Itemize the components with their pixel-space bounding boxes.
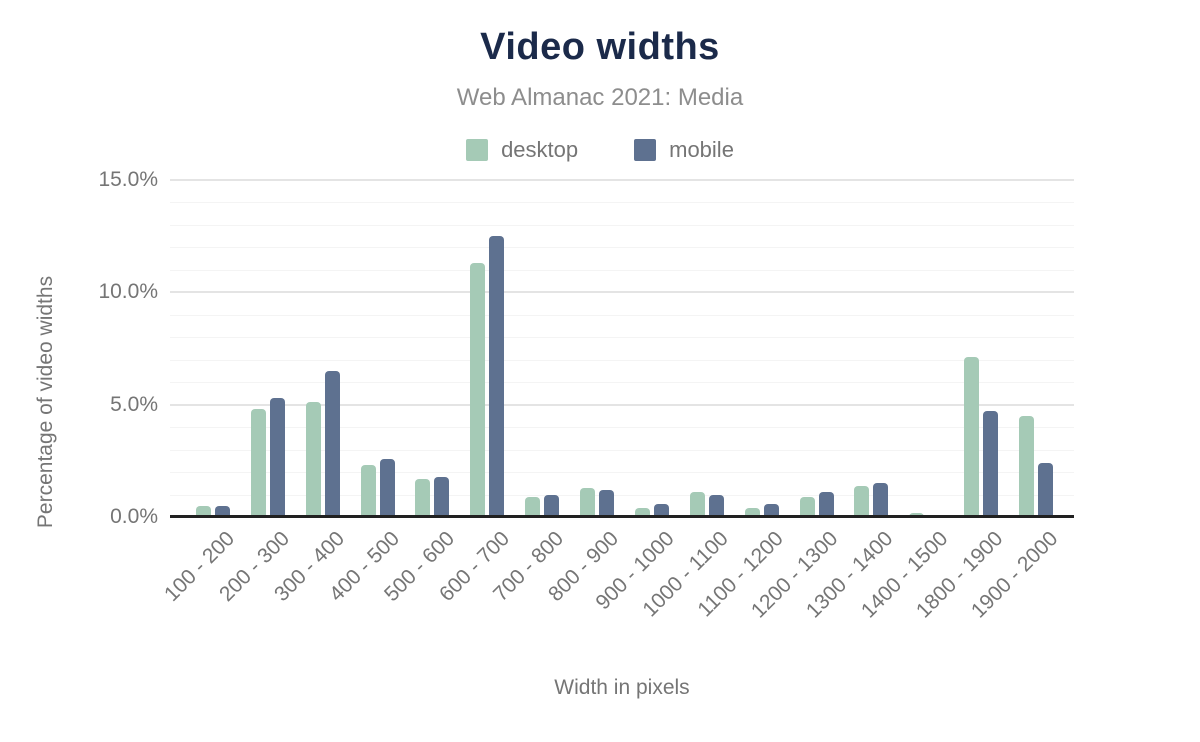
mobile-swatch-icon [634, 139, 657, 161]
minor-gridline [170, 359, 1074, 361]
bar-mobile [599, 490, 615, 517]
minor-gridline [170, 269, 1074, 271]
minor-gridline [170, 314, 1074, 316]
bar-mobile [434, 476, 450, 517]
bar-desktop [744, 508, 760, 517]
minor-gridline [170, 337, 1074, 339]
minor-gridline [170, 427, 1074, 429]
bar-desktop [634, 508, 650, 517]
y-axis-title: Percentage of video widths [34, 275, 57, 529]
minor-gridline [170, 247, 1074, 249]
minor-gridline [170, 202, 1074, 204]
y-tick-label: 0.0% [110, 505, 158, 528]
x-axis-title: Width in pixels [554, 676, 690, 699]
bar-mobile [763, 503, 779, 517]
bar-mobile [818, 492, 834, 517]
bar-mobile [708, 494, 724, 517]
minor-gridline [170, 382, 1074, 384]
legend: desktop mobile [0, 137, 1200, 163]
legend-label-desktop: desktop [501, 137, 579, 162]
bar-desktop [580, 487, 596, 517]
minor-gridline [170, 449, 1074, 451]
bar-desktop [964, 357, 980, 517]
major-gridline [170, 403, 1074, 406]
legend-item-desktop: desktop [466, 137, 578, 163]
x-axis-line [170, 515, 1074, 518]
bar-desktop [799, 496, 815, 517]
minor-gridline [170, 224, 1074, 226]
major-gridline [170, 179, 1074, 181]
plot-area [170, 179, 1074, 517]
bar-mobile [489, 236, 505, 517]
bar-desktop [305, 402, 321, 517]
bar-desktop [250, 409, 266, 517]
bar-mobile [215, 505, 230, 517]
bar-mobile [269, 397, 285, 517]
bar-desktop [1019, 415, 1035, 517]
bar-desktop [525, 496, 541, 517]
major-gridline [170, 291, 1074, 294]
y-tick-label: 5.0% [110, 392, 158, 416]
legend-item-mobile: mobile [634, 137, 734, 163]
y-tick-label: 10.0% [98, 280, 158, 304]
y-tick-label: 15.0% [98, 168, 158, 191]
bar-mobile [653, 503, 669, 517]
bar-mobile [1038, 463, 1054, 517]
desktop-swatch-icon [466, 139, 489, 161]
bar-mobile [983, 411, 999, 517]
bar-mobile [324, 370, 340, 517]
bar-mobile [873, 483, 889, 517]
bar-desktop [196, 505, 211, 517]
bar-desktop [909, 512, 925, 517]
chart-subtitle: Web Almanac 2021: Media [456, 84, 744, 111]
bar-desktop [689, 492, 705, 517]
bar-mobile [544, 494, 560, 517]
bar-desktop [470, 263, 486, 517]
minor-gridline [170, 494, 1074, 496]
minor-gridline [170, 472, 1074, 474]
bar-desktop [360, 465, 376, 517]
bar-desktop [854, 485, 870, 517]
bar-mobile [379, 458, 395, 517]
legend-label-mobile: mobile [669, 137, 734, 162]
bar-desktop [415, 478, 431, 517]
chart-title: Video widths [480, 26, 720, 68]
